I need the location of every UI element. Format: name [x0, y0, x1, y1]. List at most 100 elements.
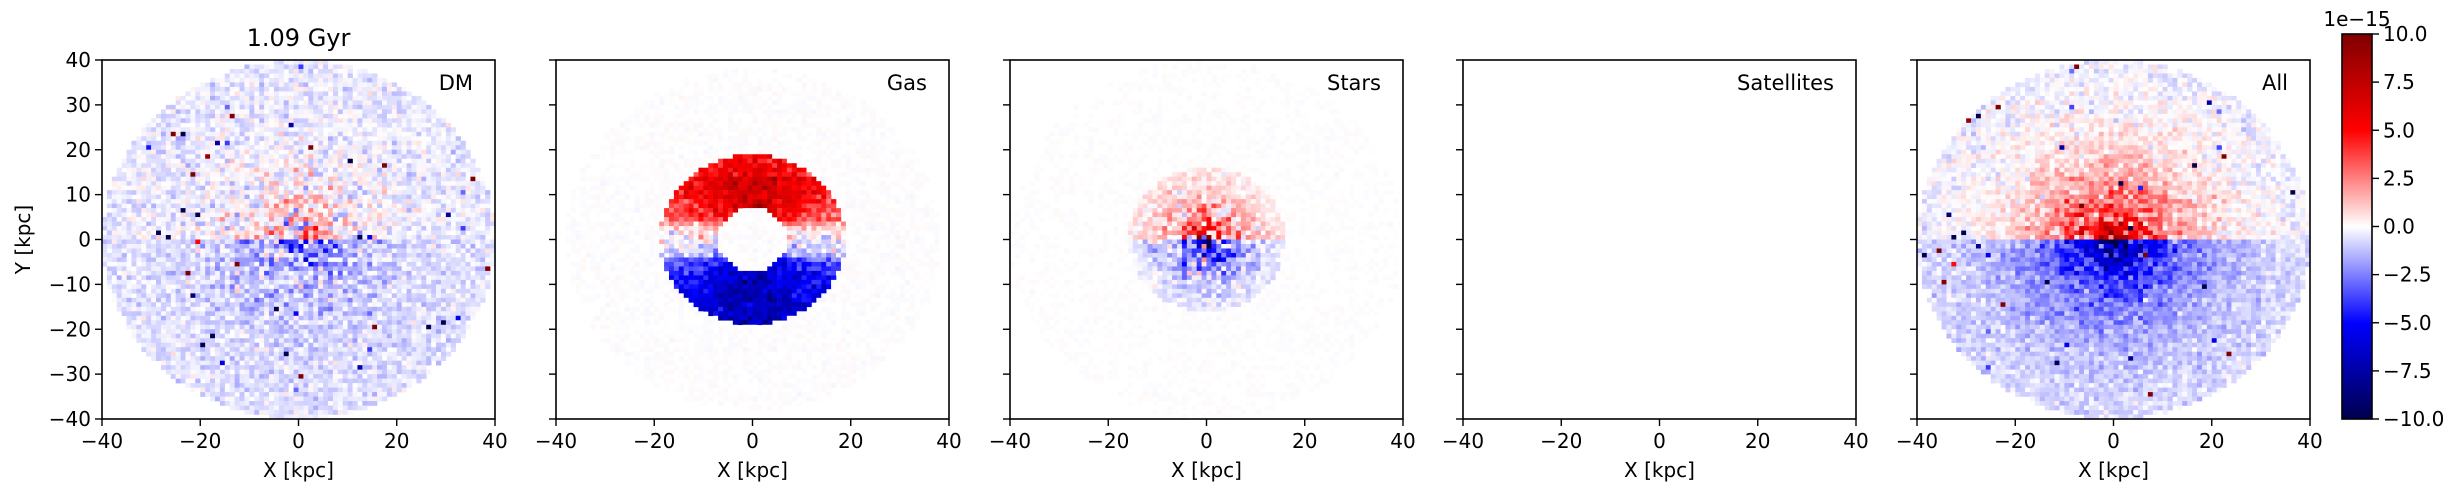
- heatmap-cell: [342, 270, 348, 276]
- heatmap-cell: [318, 199, 324, 204]
- heatmap-cell: [391, 315, 398, 321]
- heatmap-cell: [249, 217, 255, 222]
- heatmap-cell: [485, 217, 491, 222]
- heatmap-cell: [411, 136, 417, 142]
- heatmap-cell: [180, 369, 186, 375]
- heatmap-cell: [273, 360, 280, 366]
- heatmap-cell: [575, 261, 581, 267]
- heatmap-cell: [490, 221, 496, 227]
- heatmap-cell: [445, 230, 452, 236]
- heatmap-cell: [273, 190, 280, 195]
- heatmap-cell: [313, 338, 319, 344]
- heatmap-cell: [372, 172, 378, 177]
- heatmap-cell: [386, 284, 393, 290]
- heatmap-cell: [362, 118, 368, 124]
- heatmap-cell: [273, 86, 280, 92]
- heatmap-cell: [357, 185, 363, 191]
- heatmap-cell: [323, 181, 329, 186]
- heatmap-cell: [249, 306, 255, 312]
- heatmap-cell: [229, 405, 235, 411]
- heatmap-cell: [293, 410, 299, 415]
- heatmap-cell: [327, 383, 334, 388]
- heatmap-cell: [352, 378, 358, 384]
- heatmap-cell: [254, 203, 260, 209]
- heatmap-cell: [426, 369, 432, 375]
- heatmap-cell: [185, 329, 191, 335]
- heatmap-cell: [156, 293, 162, 299]
- heatmap-cell: [249, 356, 255, 361]
- heatmap-cell: [342, 333, 348, 339]
- heatmap-cell: [357, 279, 363, 285]
- heatmap-cell: [303, 154, 309, 160]
- heatmap-cell: [219, 230, 226, 236]
- heatmap-cell: [136, 257, 142, 263]
- heatmap-cell: [303, 140, 309, 146]
- heatmap-cell: [249, 288, 255, 294]
- heatmap-cell: [318, 387, 324, 393]
- heatmap-cell: [303, 302, 309, 308]
- heatmap-cell: [377, 252, 383, 258]
- heatmap-cell: [219, 190, 226, 195]
- heatmap-cell: [146, 122, 152, 128]
- heatmap-cell: [426, 324, 432, 330]
- heatmap-cell: [200, 145, 206, 151]
- heatmap-cell: [332, 392, 339, 397]
- heatmap-cell: [323, 100, 329, 106]
- heatmap-cell: [585, 226, 591, 231]
- heatmap-cell: [259, 311, 265, 317]
- heatmap-cell: [396, 127, 402, 133]
- heatmap-cell: [229, 113, 235, 119]
- heatmap-cell: [382, 145, 388, 151]
- heatmap-cell: [264, 176, 270, 182]
- heatmap-cell: [411, 293, 417, 299]
- heatmap-cell: [278, 104, 285, 110]
- heatmap-cell: [303, 109, 309, 115]
- heatmap-cell: [565, 226, 572, 231]
- heatmap-cell: [372, 221, 378, 227]
- heatmap-cell: [347, 374, 353, 379]
- heatmap-cell: [362, 365, 368, 370]
- heatmap-cell: [195, 302, 201, 308]
- heatmap-cell: [391, 284, 398, 290]
- heatmap-cell: [126, 172, 132, 177]
- heatmap-cell: [465, 208, 471, 213]
- heatmap-cell: [303, 369, 309, 375]
- heatmap-cell: [362, 374, 368, 379]
- heatmap-cell: [377, 369, 383, 375]
- heatmap-cell: [411, 208, 417, 213]
- heatmap-cell: [475, 275, 481, 281]
- heatmap-cell: [382, 77, 388, 83]
- heatmap-cell: [205, 324, 211, 330]
- heatmap-cell: [254, 311, 260, 317]
- heatmap-cell: [455, 306, 461, 312]
- heatmap-cell: [342, 306, 348, 312]
- heatmap-cell: [259, 113, 265, 119]
- heatmap-cell: [308, 199, 314, 204]
- heatmap-cell: [303, 145, 309, 151]
- heatmap-cell: [200, 347, 206, 352]
- heatmap-cell: [298, 351, 304, 357]
- heatmap-cell: [126, 279, 132, 285]
- heatmap-cell: [249, 257, 255, 263]
- heatmap-cell: [440, 190, 447, 195]
- heatmap-cell: [278, 131, 285, 137]
- heatmap-cell: [470, 158, 476, 164]
- heatmap-cell: [440, 347, 447, 352]
- heatmap-cell: [352, 351, 358, 357]
- heatmap-cell: [372, 279, 378, 285]
- heatmap-cell: [426, 104, 432, 110]
- heatmap-cell: [210, 217, 216, 222]
- heatmap-cell: [156, 248, 162, 254]
- heatmap-cell: [244, 342, 250, 348]
- heatmap-cell: [205, 149, 211, 155]
- heatmap-cell: [190, 261, 196, 267]
- heatmap-cell: [411, 324, 417, 330]
- heatmap-cell: [224, 266, 231, 272]
- heatmap-cell: [293, 64, 299, 70]
- heatmap-cell: [342, 365, 348, 370]
- heatmap-cell: [259, 194, 265, 200]
- heatmap-cell: [342, 127, 348, 133]
- heatmap-cell: [327, 410, 334, 415]
- heatmap-cell: [455, 311, 461, 317]
- heatmap-cell: [357, 217, 363, 222]
